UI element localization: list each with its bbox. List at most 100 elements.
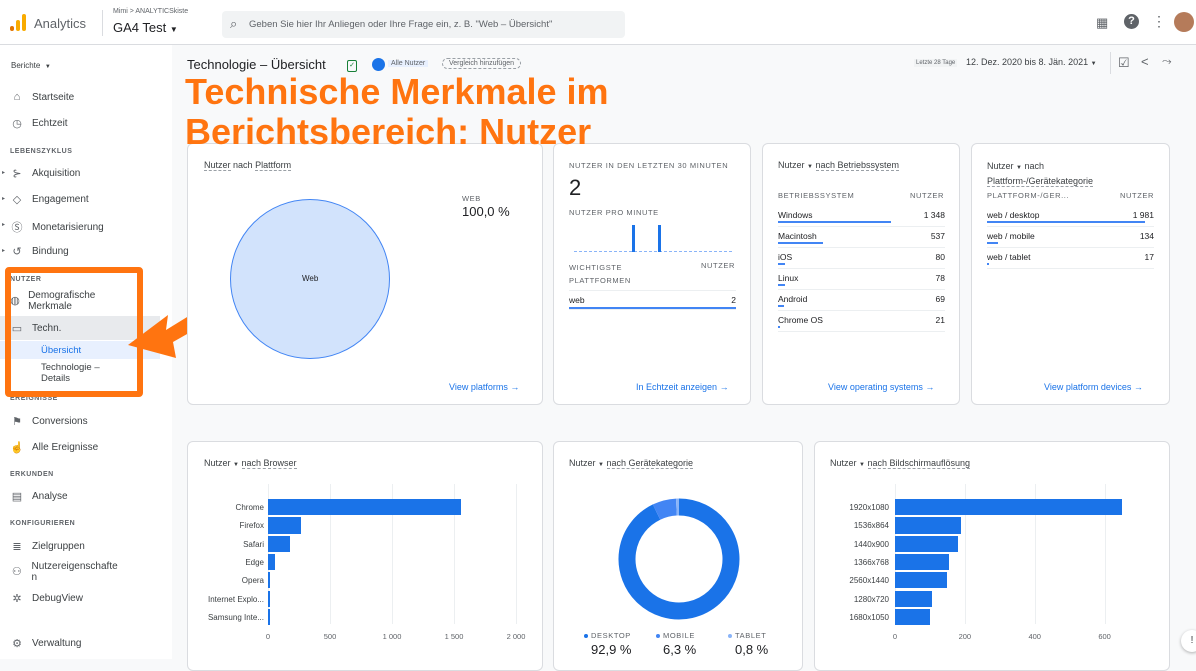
sidebar-item-engagement[interactable]: ◇Engagement: [10, 193, 89, 206]
dimension-selector[interactable]: nach Browser: [242, 458, 297, 469]
bar[interactable]: [895, 536, 958, 552]
sidebar-item-echtzeit[interactable]: ◷Echtzeit: [10, 117, 68, 130]
bar[interactable]: [895, 609, 930, 625]
row-bar: [778, 305, 784, 307]
legend-value: 100,0 %: [462, 204, 510, 219]
sidebar-item-akquisition[interactable]: ⊱Akquisition: [10, 167, 80, 180]
expand-icon[interactable]: ▸: [2, 195, 5, 202]
bar[interactable]: [268, 517, 301, 533]
dimension-selector[interactable]: Plattform: [255, 160, 291, 171]
realtime-link[interactable]: In Echtzeit anzeigen →: [636, 382, 729, 392]
legend-value: 0,8 %: [735, 642, 768, 657]
sidebar-item-debugview[interactable]: ✲DebugView: [10, 592, 83, 605]
col-users: NUTZER: [701, 261, 735, 270]
sidebar-item-zielgruppen[interactable]: ≣Zielgruppen: [10, 540, 85, 553]
realtime-card: NUTZER IN DEN LETZTEN 30 MINUTEN 2 NUTZE…: [553, 143, 751, 405]
property-name: GA4 Test: [113, 20, 166, 35]
category-label: Safari: [188, 540, 264, 549]
view-platforms-link[interactable]: View platforms →: [449, 382, 519, 392]
bar[interactable]: [268, 572, 270, 588]
search-box[interactable]: ⌕ Geben Sie hier Ihr Anliegen oder Ihre …: [222, 11, 625, 38]
sidebar-item-bindung[interactable]: ↺Bindung: [10, 245, 69, 258]
bar[interactable]: [268, 609, 270, 625]
bar[interactable]: [895, 572, 947, 588]
account-breadcrumb[interactable]: Mimi > ANALYTICSkiste: [113, 8, 188, 15]
help-icon[interactable]: ?: [1124, 14, 1139, 29]
dimension-selector[interactable]: nach Gerätekategorie: [607, 458, 694, 469]
search-input[interactable]: Geben Sie hier Ihr Anliegen oder Ihre Fr…: [249, 19, 552, 30]
metric-selector[interactable]: Nutzer: [987, 161, 1014, 171]
bar[interactable]: [895, 517, 961, 533]
bar[interactable]: [268, 536, 290, 552]
row-value: 80: [936, 252, 945, 268]
add-comparison-button[interactable]: Vergleich hinzufügen: [442, 58, 521, 69]
metric-selector[interactable]: Nutzer: [830, 458, 857, 468]
link-text: View operating systems: [828, 382, 923, 392]
customize-report-icon[interactable]: ☑: [1118, 55, 1130, 71]
expand-icon[interactable]: ▸: [2, 247, 5, 254]
analysis-icon: ▤: [10, 490, 24, 503]
bar[interactable]: [895, 554, 949, 570]
sidebar-item-conversions[interactable]: ⚑Conversions: [10, 415, 88, 428]
apps-grid-icon[interactable]: ▦: [1096, 15, 1108, 31]
section-explore: ERKUNDEN: [10, 471, 54, 478]
dimension-selector[interactable]: nach Betriebssystem: [816, 160, 900, 171]
metric-selector[interactable]: Nutzer: [778, 160, 805, 170]
category-label: 1440x900: [815, 540, 889, 549]
dimension-selector[interactable]: nach Bildschirmauflösung: [868, 458, 971, 469]
sidebar-item-startseite[interactable]: ⌂Startseite: [10, 91, 74, 103]
bar[interactable]: [268, 591, 270, 607]
donut-slice[interactable]: [657, 507, 677, 512]
avatar[interactable]: [1174, 12, 1194, 32]
row-value: 17: [1145, 252, 1154, 268]
link-text: View platform devices: [1044, 382, 1131, 392]
property-selector[interactable]: GA4 Test ▼: [113, 20, 178, 35]
bar[interactable]: [895, 591, 932, 607]
reports-dropdown[interactable]: Berichte ▼: [11, 61, 51, 70]
sidebar-item-analyse[interactable]: ▤Analyse: [10, 490, 68, 503]
metric-selector[interactable]: Nutzer: [204, 160, 231, 171]
view-devices-link[interactable]: View platform devices →: [1044, 382, 1143, 392]
expand-icon[interactable]: ▸: [2, 169, 5, 176]
donut-slice[interactable]: [627, 507, 731, 611]
sidebar-item-alle-ereignisse[interactable]: ☝Alle Ereignisse: [10, 441, 98, 454]
insights-icon[interactable]: ⤳: [1162, 54, 1172, 69]
x-tick-label: 400: [1023, 632, 1047, 641]
expand-icon[interactable]: ▸: [2, 221, 5, 228]
view-os-link[interactable]: View operating systems →: [828, 382, 934, 392]
sidebar-item-verwaltung[interactable]: ⚙Verwaltung: [10, 637, 81, 650]
grid-line: [516, 484, 517, 624]
metric-selector[interactable]: Nutzer: [204, 458, 231, 468]
feedback-icon[interactable]: !: [1181, 630, 1196, 652]
more-vert-icon[interactable]: ⋮: [1152, 13, 1166, 30]
chip-all-users[interactable]: Alle Nutzer: [388, 60, 428, 67]
bar[interactable]: [268, 554, 275, 570]
row-label: Macintosh: [778, 231, 817, 247]
legend-label: WEB: [462, 194, 481, 203]
row-bar: [987, 221, 1145, 223]
col-platform-device: PLATTFORM-/GER...: [987, 191, 1069, 200]
dimension-selector[interactable]: Plattform-/Gerätekategorie: [987, 176, 1093, 187]
sidebar-item-label: Bindung: [32, 246, 69, 257]
metric-selector[interactable]: Nutzer: [569, 458, 596, 468]
sidebar-item-nutzereigenschaften[interactable]: ⚇Nutzereigenschaften: [10, 561, 120, 583]
row-label: web / desktop: [987, 210, 1039, 226]
bar[interactable]: [895, 499, 1122, 515]
date-range-picker[interactable]: 12. Dez. 2020 bis 8. Jän. 2021 ▼: [966, 57, 1097, 67]
legend-value: 92,9 %: [591, 642, 631, 657]
card-title: Nutzer ▼ nach Betriebssystem: [778, 160, 899, 170]
share-icon[interactable]: <: [1141, 54, 1149, 69]
bar[interactable]: [268, 499, 461, 515]
category-label: Samsung Inte...: [188, 613, 264, 622]
